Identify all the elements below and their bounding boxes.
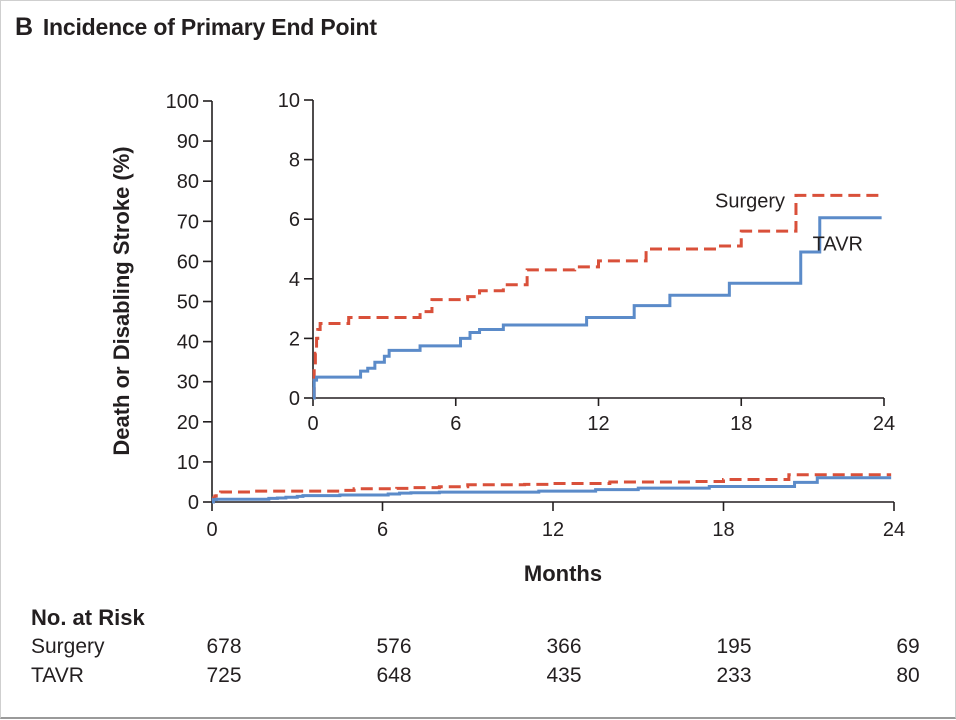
risk-cell: 366 [546,635,582,658]
risk-table: No. at Risk Surgery 678 576 366 195 69 TAVR 725… [31,605,931,693]
risk-row-label: Surgery [31,635,105,658]
risk-cell: 678 [206,635,242,658]
main-y-tick-label: 20 [177,412,199,434]
risk-row-tavr: TAVR 725 648 435 233 80 [31,664,931,693]
risk-cell: 576 [376,635,412,658]
risk-cell: 195 [716,635,752,658]
inset-y-tick-label: 0 [289,388,300,410]
main-y-tick-label: 0 [188,492,199,514]
main-y-tick-label: 50 [177,292,199,314]
main-y-tick-label: 80 [177,171,199,193]
inset-label-tavr: TAVR [813,233,863,255]
risk-cell: 69 [896,635,920,658]
risk-row-label: TAVR [31,664,84,687]
main-x-tick-label: 6 [377,519,388,541]
risk-cell: 725 [206,664,242,687]
main-series-surgery [211,473,892,504]
main-x-tick-label: 24 [883,519,905,541]
risk-table-header: No. at Risk [31,605,145,630]
main-y-tick-label: 30 [177,372,199,394]
main-y-tick-label: 100 [166,91,199,113]
risk-cell: 648 [376,664,412,687]
inset-x-tick-label: 6 [450,413,461,435]
inset-y-tick-label: 8 [289,150,300,172]
inset-y-tick-label: 4 [289,269,300,291]
inset-x-tick-label: 12 [587,413,609,435]
main-x-tick-label: 18 [712,519,734,541]
main-y-tick-label: 70 [177,211,199,233]
risk-row-surgery: Surgery 678 576 366 195 69 [31,635,931,664]
inset-series-tavr [312,216,882,400]
inset-x-tick-label: 24 [873,413,895,435]
main-x-axis-title: Months [524,561,602,586]
inset-y-tick-label: 6 [289,209,300,231]
inset-label-surgery: Surgery [715,190,785,212]
risk-cell: 233 [716,664,752,687]
inset-y-tick-label: 10 [278,90,300,112]
panel-title-text: Incidence of Primary End Point [42,14,377,40]
panel-title: B Incidence of Primary End Point [15,13,377,42]
panel-letter: B [15,13,33,41]
inset-x-tick-label: 0 [307,413,318,435]
inset-x-tick-label: 18 [730,413,752,435]
main-x-tick-label: 12 [542,519,564,541]
main-y-axis-title: Death or Disabling Stroke (%) [109,146,134,455]
main-series-tavr [211,476,892,504]
main-y-tick-label: 40 [177,332,199,354]
main-x-tick-label: 0 [206,519,217,541]
main-y-tick-label: 90 [177,131,199,153]
risk-cell: 435 [546,664,582,687]
inset-series-surgery [312,193,882,400]
risk-table-rows: Surgery 678 576 366 195 69 TAVR 725 648 435 233 80 [31,635,931,693]
risk-cell: 80 [896,664,920,687]
main-y-tick-label: 10 [177,452,199,474]
main-y-tick-label: 60 [177,251,199,273]
inset-y-tick-label: 2 [289,328,300,350]
